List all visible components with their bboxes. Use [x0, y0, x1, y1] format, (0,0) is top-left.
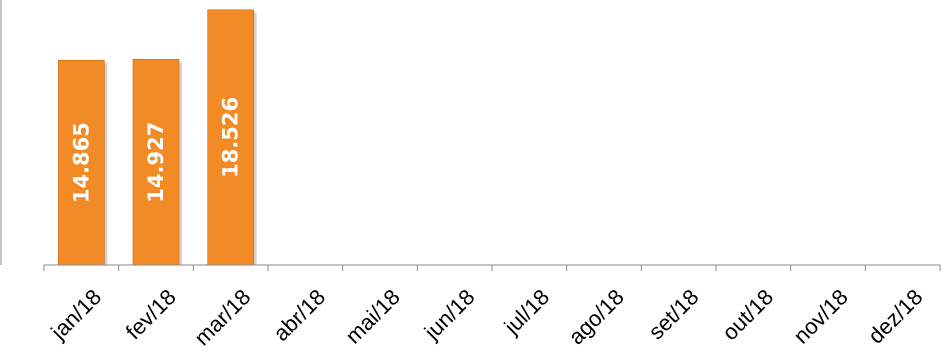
x-tick-label-jul-18: jul/18 [499, 284, 555, 340]
x-tick-label-set-18: set/18 [643, 284, 703, 344]
x-ticks-group [43, 265, 941, 271]
x-tick-label-mar-18: mar/18 [189, 284, 255, 350]
x-tick-label-dez-18: dez/18 [863, 284, 927, 348]
x-tick-label-out-18: out/18 [717, 284, 778, 345]
data-label-mar-18: 18.526 [219, 97, 243, 178]
x-tick-label-mai-18: mai/18 [340, 284, 404, 348]
x-tick-label-jan-18: jan/18 [45, 284, 106, 345]
x-tick-label-jun-18: jun/18 [419, 284, 480, 345]
x-tick-labels-group: jan/18 fev/18 mar/18 abr/18 mai/18 jun/18 jul/… [45, 284, 927, 350]
bar-jan-18 [58, 59, 105, 266]
x-tick-label-abr-18: abr/18 [268, 284, 330, 346]
x-tick-label-fev-18: fev/18 [121, 284, 181, 344]
bar-fev-18 [132, 59, 180, 266]
data-labels-group: 14.865 14.927 18.526 [69, 97, 242, 203]
bars-group [58, 9, 257, 266]
x-tick-label-ago-18: ago/18 [564, 284, 629, 349]
x-tick-label-nov-18: nov/18 [788, 284, 852, 348]
data-label-jan-18: 14.865 [69, 122, 93, 203]
data-label-fev-18: 14.927 [144, 122, 168, 203]
